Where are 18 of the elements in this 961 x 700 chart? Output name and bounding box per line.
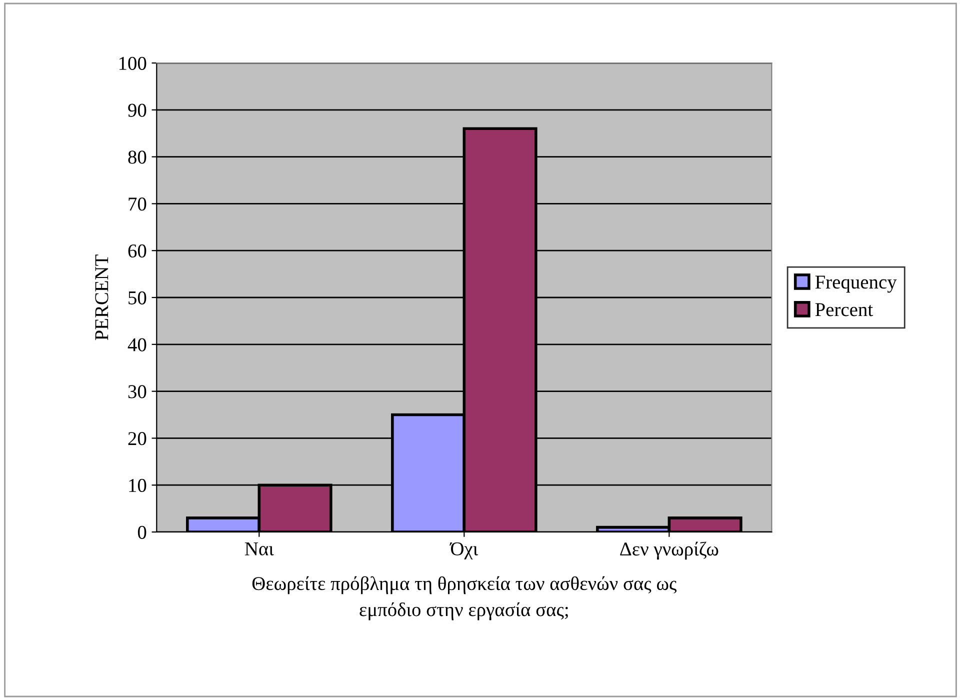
legend-label: Percent bbox=[815, 303, 873, 316]
y-tick-label: 80 bbox=[128, 150, 146, 164]
y-axis-title: PERCENT bbox=[95, 254, 108, 340]
y-tick-label: 20 bbox=[128, 432, 146, 446]
x-tick-label: Όχι bbox=[450, 542, 478, 560]
y-tick-label: 40 bbox=[128, 338, 146, 352]
y-tick-label: 60 bbox=[128, 244, 146, 258]
y-tick-label: 100 bbox=[119, 56, 146, 70]
y-tick-label: 70 bbox=[128, 198, 146, 211]
y-tick-label: 0 bbox=[138, 526, 146, 539]
y-tick-label: 30 bbox=[128, 385, 146, 398]
y-tick-label: 90 bbox=[128, 104, 146, 117]
y-tick-label: 50 bbox=[128, 291, 146, 304]
x-tick-label: Ναι bbox=[244, 542, 274, 556]
x-axis-title: Θεωρείτε πρόβλημα τη θρησκεία των ασθενών σας ως εμπόδιο στην εργασία σας; bbox=[252, 576, 677, 620]
legend-label: Frequency bbox=[815, 276, 897, 293]
y-tick-label: 10 bbox=[129, 478, 146, 492]
x-tick-label: Δεν γνωρίζω bbox=[620, 542, 718, 560]
